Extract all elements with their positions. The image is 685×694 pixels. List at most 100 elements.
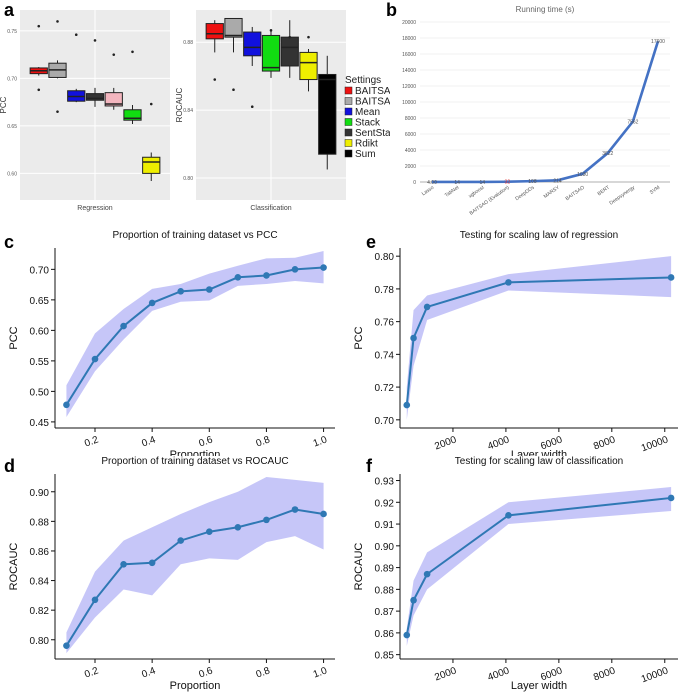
y-axis-label: ROCAUC xyxy=(353,543,365,591)
y-tick-label: 0.88 xyxy=(183,40,193,46)
data-point xyxy=(505,279,512,286)
box-5 xyxy=(123,109,142,121)
x-tick-label: TabNet xyxy=(444,184,461,198)
y-axis-label: PCC xyxy=(0,96,8,113)
x-tick-label: MARSY xyxy=(543,184,562,199)
y-tick-label: 6000 xyxy=(405,132,416,138)
confidence-band xyxy=(66,476,324,654)
chart-title: Running time (s) xyxy=(516,5,575,14)
x-tick-label: 0.6 xyxy=(197,434,214,449)
y-axis-label: ROCAUC xyxy=(8,543,20,591)
chart-title: Proportion of training dataset vs ROCAUC xyxy=(101,456,288,467)
x-axis-label: Layer width xyxy=(511,680,567,692)
x-tick-label: 8000 xyxy=(592,665,617,683)
data-point xyxy=(148,299,156,307)
y-axis-label: PCC xyxy=(353,326,365,349)
data-point xyxy=(234,523,242,531)
legend-label-4: SentStack xyxy=(355,128,390,139)
data-point xyxy=(667,274,675,281)
data-point xyxy=(410,334,417,342)
data-label: 14 xyxy=(479,180,485,186)
box-6 xyxy=(142,156,161,174)
x-tick-label: Deepsynergy xyxy=(608,184,636,206)
y-tick-label: 0.84 xyxy=(183,108,193,114)
y-tick-label: 0.88 xyxy=(375,585,395,596)
y-tick-label: 0.90 xyxy=(30,488,50,499)
x-tick-label: SVM xyxy=(649,185,661,196)
chart-title: Testing for scaling law of regression xyxy=(460,230,618,241)
data-point xyxy=(423,303,431,311)
box-5 xyxy=(299,51,318,81)
outlier-point xyxy=(56,110,59,113)
x-tick-label: 0.8 xyxy=(255,665,272,680)
legend-swatch-1 xyxy=(344,97,353,105)
y-tick-label: 20000 xyxy=(402,20,416,26)
legend-label-6: Sum xyxy=(355,149,376,160)
legend-title: Settings xyxy=(345,75,381,86)
x-tick-label: 0.8 xyxy=(255,434,272,449)
y-tick-label: 10000 xyxy=(402,100,416,106)
x-tick-label: 4000 xyxy=(486,665,511,683)
y-tick-label: 4000 xyxy=(405,148,416,154)
y-tick-label: 0.84 xyxy=(30,577,50,588)
confidence-band xyxy=(66,251,324,418)
y-tick-label: 0.91 xyxy=(375,520,395,531)
outlier-point xyxy=(232,88,235,92)
y-tick-label: 2000 xyxy=(405,164,416,170)
y-tick-label: 12000 xyxy=(402,84,416,90)
data-point xyxy=(263,272,270,279)
x-tick-label: BAITSAO xyxy=(565,185,586,202)
legend-swatch-5 xyxy=(344,139,353,147)
data-point xyxy=(148,559,156,567)
y-tick-label: 0.90 xyxy=(375,542,395,553)
y-tick-label: 0.78 xyxy=(375,285,395,296)
box-1 xyxy=(224,17,243,38)
panel-e-chart: Testing for scaling law of regression 0.7… xyxy=(353,230,678,456)
series-line xyxy=(431,40,660,184)
legend-swatch-3 xyxy=(344,118,353,126)
y-tick-label: 0.87 xyxy=(375,607,395,618)
y-tick-label: 0.76 xyxy=(375,318,395,329)
data-point xyxy=(177,537,185,544)
y-tick-label: 0.80 xyxy=(30,636,50,647)
x-tick-label: DeepDDs xyxy=(514,184,536,202)
box-2 xyxy=(243,31,262,57)
outlier-point xyxy=(37,24,41,28)
data-point xyxy=(403,401,411,409)
outlier-point xyxy=(307,35,310,39)
y-tick-label: 0.89 xyxy=(375,564,395,575)
data-point xyxy=(91,596,99,604)
data-label: 3622 xyxy=(602,151,613,157)
y-tick-label: 14000 xyxy=(402,68,416,74)
x-axis-label: Classification xyxy=(250,205,291,212)
panel-label-d: d xyxy=(4,456,15,476)
data-point xyxy=(403,631,411,639)
y-tick-label: 0.85 xyxy=(375,651,395,662)
x-axis-label: Layer width xyxy=(511,449,567,456)
outlier-point xyxy=(56,20,59,23)
y-tick-label: 0.74 xyxy=(375,350,395,361)
y-tick-label: 8000 xyxy=(405,116,416,122)
y-tick-label: 0 xyxy=(413,180,416,186)
y-tick-label: 0.80 xyxy=(375,252,395,263)
data-point xyxy=(423,570,431,578)
outlier-point xyxy=(112,53,116,56)
y-tick-label: 0.50 xyxy=(30,387,50,398)
y-axis-label: ROCAUC xyxy=(175,87,184,122)
y-tick-label: 0.70 xyxy=(30,265,50,276)
legend-swatch-6 xyxy=(344,149,353,158)
y-tick-label: 0.92 xyxy=(375,498,395,509)
outlier-point xyxy=(74,33,78,36)
data-point xyxy=(667,494,675,502)
box-3 xyxy=(85,93,105,101)
data-point xyxy=(205,528,213,536)
legend-swatch-0 xyxy=(344,86,353,95)
y-tick-label: 0.60 xyxy=(30,326,50,337)
data-label: 4.00 xyxy=(427,180,437,186)
data-point xyxy=(63,642,70,649)
y-tick-label: 0.82 xyxy=(30,606,50,617)
data-point xyxy=(63,401,70,409)
panel-label-c: c xyxy=(4,232,15,252)
chart-title: Testing for scaling law of classificatio… xyxy=(455,456,623,467)
box-4 xyxy=(280,36,299,67)
